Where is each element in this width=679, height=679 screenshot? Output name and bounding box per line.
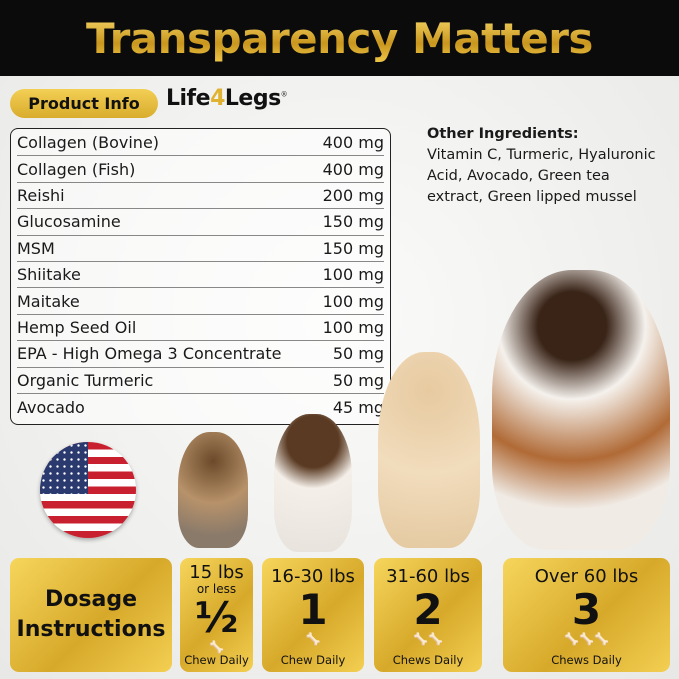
dosage-tier-box: 31-60 lbs 2 🦴🦴 Chews Daily — [374, 558, 482, 672]
yorkie-dog-image — [178, 432, 248, 548]
dosage-weight: 15 lbs — [189, 562, 244, 583]
saint-bernard-image — [492, 270, 670, 550]
other-ingredients-text: Vitamin C, Turmeric, Hyaluronic Acid, Av… — [427, 147, 656, 205]
dosage-title-line2: Instructions — [16, 617, 166, 642]
ingredient-amount: 400 mg — [322, 159, 384, 179]
dosage-weight: 31-60 lbs — [386, 566, 470, 587]
bone-icon: 🦴 — [209, 640, 224, 654]
ingredient-row: MSM 150 mg — [17, 236, 384, 262]
ingredient-name: Organic Turmeric — [17, 370, 154, 390]
bone-icon: 🦴🦴 — [413, 632, 443, 646]
ingredient-amount: 45 mg — [332, 397, 384, 417]
ingredient-amount: 150 mg — [322, 238, 384, 258]
ingredients-table: Collagen (Bovine) 400 mg Collagen (Fish) 40… — [10, 128, 391, 425]
ingredient-name: Collagen (Fish) — [17, 159, 136, 179]
ingredient-row: Glucosamine 150 mg — [17, 209, 384, 236]
ingredient-name: Reishi — [17, 185, 65, 205]
other-ingredients-title: Other Ingredients: — [427, 126, 579, 142]
dosage-tier-box: 15 lbs or less ½ 🦴 Chew Daily — [180, 558, 253, 672]
dosage-title-line1: Dosage — [45, 587, 137, 612]
ingredient-amount: 100 mg — [322, 317, 384, 337]
page-title: Transparency Matters — [86, 13, 593, 63]
dosage-amount: 3 — [571, 585, 602, 634]
header-banner: Transparency Matters — [0, 0, 679, 76]
ingredient-amount: 400 mg — [322, 133, 384, 153]
ingredient-amount: 50 mg — [332, 370, 384, 390]
ingredient-name: Shiitake — [17, 265, 81, 285]
ingredient-name: Collagen (Bovine) — [17, 133, 160, 153]
ingredient-row: Shiitake 100 mg — [17, 262, 384, 289]
brand-logo: Life4Legs® — [166, 86, 288, 111]
ingredient-row: Collagen (Fish) 400 mg — [17, 156, 384, 183]
us-flag-icon — [40, 442, 136, 538]
dosage-unit: Chews Daily — [551, 653, 622, 667]
ingredient-row: Collagen (Bovine) 400 mg — [17, 130, 384, 157]
ingredient-name: Maitake — [17, 291, 80, 311]
dosage-amount: 1 — [298, 585, 328, 634]
ingredient-name: Avocado — [17, 397, 85, 417]
ingredient-row: Organic Turmeric 50 mg — [17, 368, 384, 394]
ingredient-amount: 100 mg — [322, 265, 384, 285]
dosage-weight: Over 60 lbs — [534, 566, 639, 587]
ingredient-row: Reishi 200 mg — [17, 183, 384, 210]
ingredient-amount: 50 mg — [332, 344, 384, 364]
ingredient-row: Avocado 45 mg — [17, 394, 384, 420]
ingredient-amount: 150 mg — [322, 212, 384, 232]
beagle-puppy-image — [274, 414, 352, 552]
ingredient-row: Maitake 100 mg — [17, 288, 384, 315]
dosage-tier-box: 16-30 lbs 1 🦴 Chew Daily — [262, 558, 364, 672]
dosage-unit: Chew Daily — [280, 653, 346, 667]
product-info-badge: Product Info — [10, 89, 158, 118]
dosage-title-box: Dosage Instructions — [10, 558, 172, 672]
dosage-unit: Chew Daily — [184, 653, 249, 667]
ingredient-name: EPA - High Omega 3 Concentrate — [17, 344, 282, 364]
bone-icon: 🦴🦴🦴 — [564, 632, 609, 646]
ingredient-amount: 100 mg — [322, 291, 384, 311]
dosage-tier-box: Over 60 lbs 3 🦴🦴🦴 Chews Daily — [503, 558, 670, 672]
dosage-unit: Chews Daily — [392, 653, 464, 667]
ingredient-row: EPA - High Omega 3 Concentrate 50 mg — [17, 341, 384, 368]
ingredient-amount: 200 mg — [322, 185, 384, 205]
golden-retriever-image — [378, 352, 480, 548]
dosage-weight-sub: or less — [196, 582, 237, 596]
ingredient-row: Hemp Seed Oil 100 mg — [17, 315, 384, 342]
bone-icon: 🦴 — [305, 632, 321, 646]
dosage-weight: 16-30 lbs — [271, 566, 355, 587]
ingredient-name: Hemp Seed Oil — [17, 317, 137, 337]
dosage-amount: ½ — [194, 593, 239, 642]
ingredient-name: Glucosamine — [17, 212, 121, 232]
other-ingredients: Other Ingredients: Vitamin C, Turmeric, … — [427, 124, 667, 208]
ingredient-name: MSM — [17, 238, 55, 258]
dosage-amount: 2 — [413, 585, 443, 634]
